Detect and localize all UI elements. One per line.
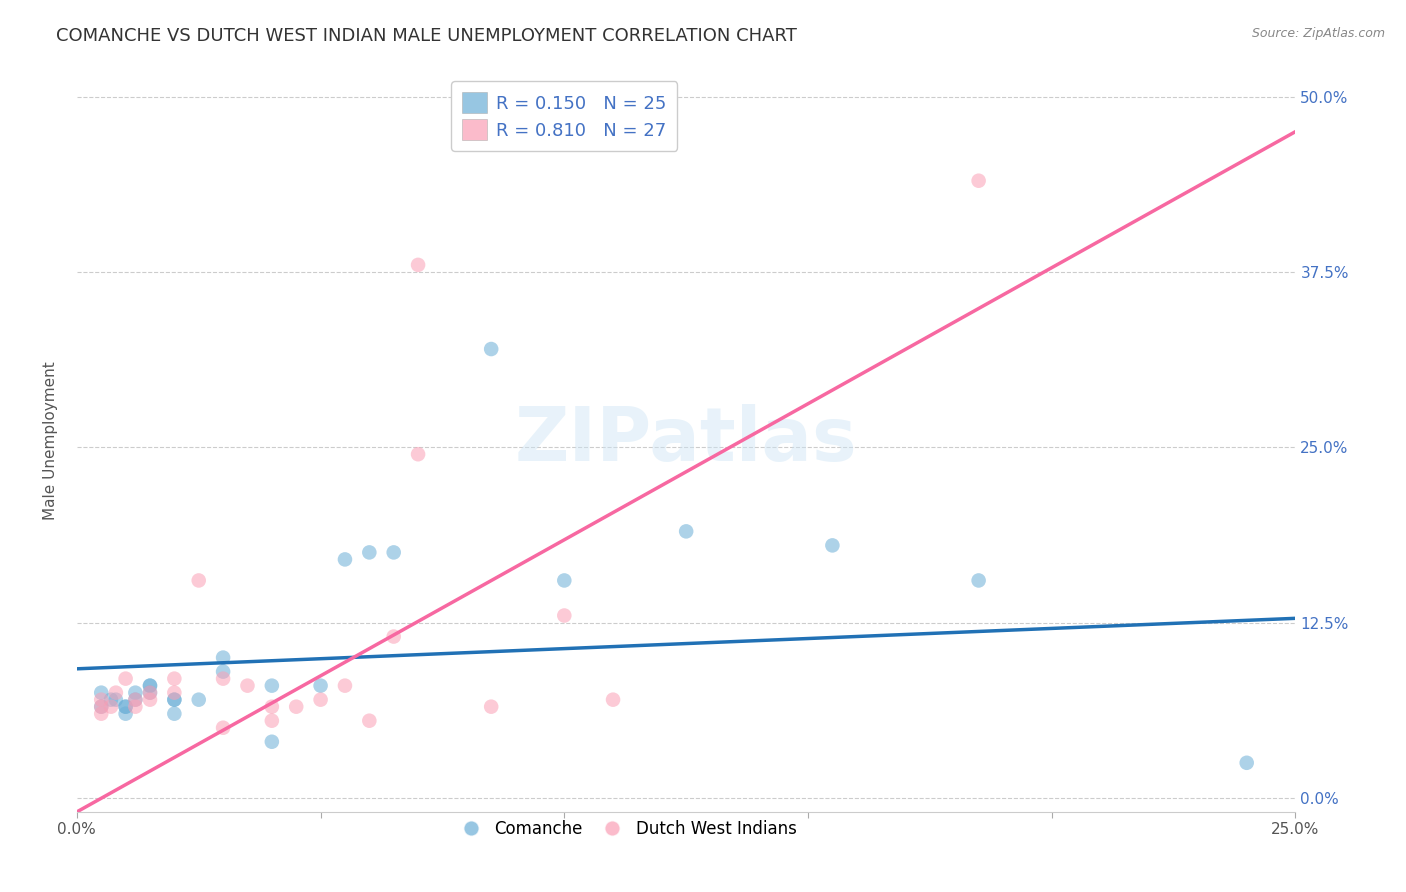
Point — [382, 630, 405, 644]
Point — [479, 342, 502, 356]
Point — [309, 679, 332, 693]
Point — [309, 692, 332, 706]
Point — [114, 699, 136, 714]
Point — [333, 552, 356, 566]
Point — [124, 686, 146, 700]
Point — [602, 692, 624, 706]
Point — [260, 699, 283, 714]
Point — [139, 686, 162, 700]
Point — [163, 686, 186, 700]
Point — [359, 545, 381, 559]
Point — [406, 258, 429, 272]
Point — [90, 706, 112, 721]
Point — [104, 692, 127, 706]
Point — [104, 686, 127, 700]
Point — [382, 545, 405, 559]
Point — [406, 447, 429, 461]
Point — [675, 524, 697, 539]
Legend: Comanche, Dutch West Indians: Comanche, Dutch West Indians — [447, 814, 803, 845]
Point — [260, 714, 283, 728]
Point — [479, 699, 502, 714]
Point — [967, 174, 990, 188]
Point — [100, 699, 122, 714]
Point — [821, 538, 844, 552]
Point — [139, 692, 162, 706]
Point — [114, 706, 136, 721]
Point — [333, 679, 356, 693]
Point — [187, 692, 209, 706]
Point — [90, 699, 112, 714]
Point — [90, 699, 112, 714]
Point — [124, 692, 146, 706]
Point — [553, 608, 575, 623]
Point — [90, 686, 112, 700]
Point — [187, 574, 209, 588]
Y-axis label: Male Unemployment: Male Unemployment — [44, 361, 58, 519]
Point — [212, 650, 235, 665]
Point — [163, 692, 186, 706]
Point — [90, 692, 112, 706]
Point — [124, 692, 146, 706]
Point — [967, 574, 990, 588]
Text: COMANCHE VS DUTCH WEST INDIAN MALE UNEMPLOYMENT CORRELATION CHART: COMANCHE VS DUTCH WEST INDIAN MALE UNEMP… — [56, 27, 797, 45]
Text: Source: ZipAtlas.com: Source: ZipAtlas.com — [1251, 27, 1385, 40]
Point — [100, 692, 122, 706]
Point — [114, 699, 136, 714]
Point — [260, 679, 283, 693]
Point — [212, 665, 235, 679]
Point — [1236, 756, 1258, 770]
Point — [260, 735, 283, 749]
Point — [163, 672, 186, 686]
Point — [236, 679, 259, 693]
Point — [359, 714, 381, 728]
Point — [553, 574, 575, 588]
Point — [285, 699, 308, 714]
Point — [139, 686, 162, 700]
Point — [139, 679, 162, 693]
Point — [139, 679, 162, 693]
Point — [163, 692, 186, 706]
Point — [114, 672, 136, 686]
Point — [212, 721, 235, 735]
Point — [212, 672, 235, 686]
Point — [163, 706, 186, 721]
Text: ZIPatlas: ZIPatlas — [515, 404, 858, 476]
Point — [124, 699, 146, 714]
